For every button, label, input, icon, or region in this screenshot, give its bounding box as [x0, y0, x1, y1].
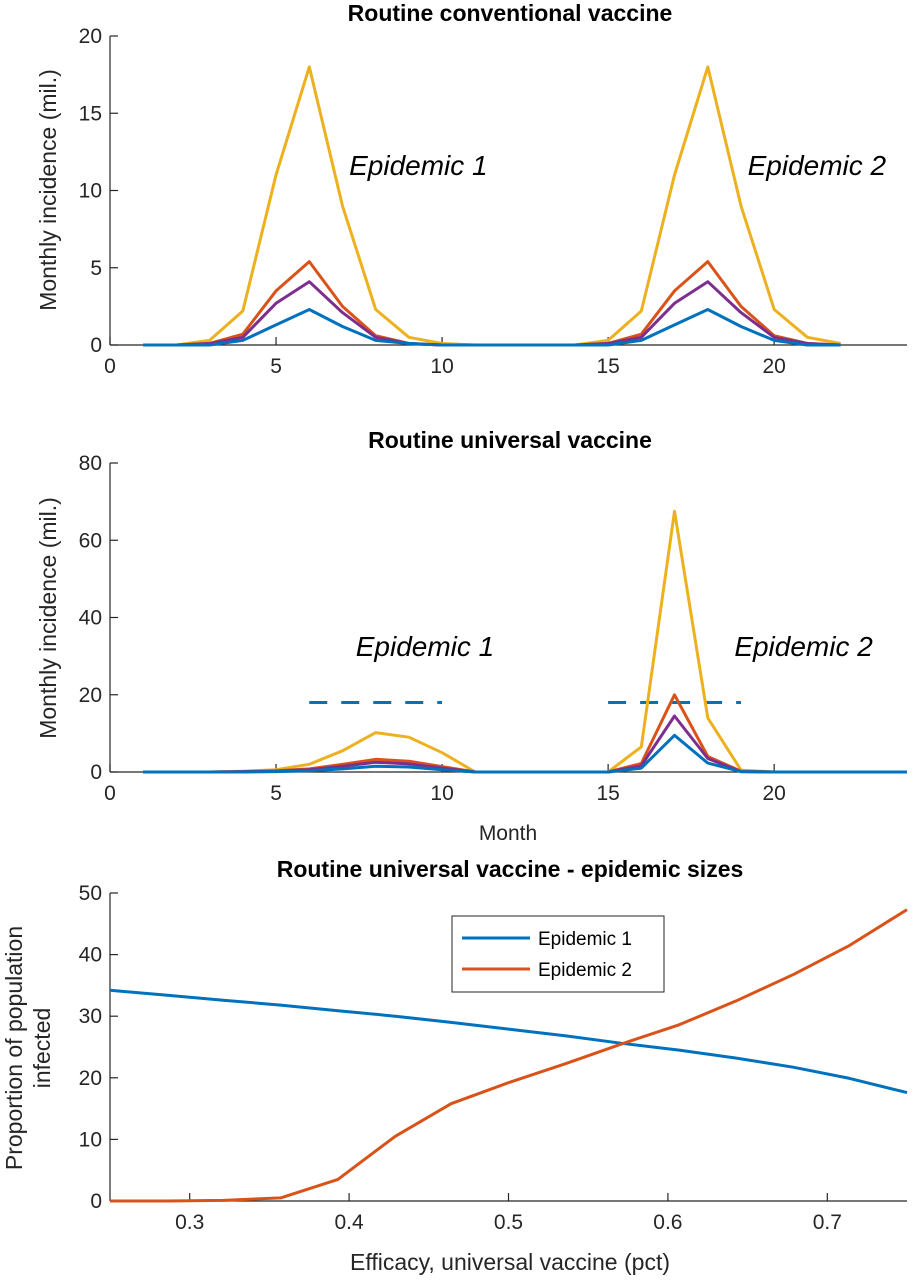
y-tick-label: 0	[90, 1190, 102, 1213]
y-tick-label: 50	[79, 882, 102, 905]
y-tick-label: 10	[79, 1128, 102, 1151]
y-axis-label-line-1: Proportion of population	[1, 926, 27, 1170]
y-tick-label: 10	[79, 180, 102, 203]
x-tick-label: 0.5	[494, 1211, 523, 1234]
series-line-epidemic-1	[109, 988, 908, 1095]
y-axis-label: Monthly incidence (mil.)	[35, 497, 61, 739]
axes: 0 5 10 15 20 0 5 10 15 20	[79, 25, 907, 378]
series-line-purple	[143, 714, 907, 774]
x-tick-label: 20	[762, 782, 785, 805]
series-line-yellow	[143, 65, 841, 347]
x-tick-label: 0	[104, 355, 116, 378]
panel-conventional: Routine conventional vaccine Monthly inc…	[35, 0, 907, 378]
x-tick-label: 0.4	[334, 1211, 364, 1234]
y-tick-label: 15	[79, 102, 102, 125]
y-tick-label: 20	[79, 684, 102, 707]
panel-epidemic-sizes: Routine universal vaccine - epidemic siz…	[1, 856, 908, 1275]
y-tick-label: 20	[79, 25, 102, 48]
x-tick-label: 10	[430, 782, 453, 805]
chart-title: Routine universal vaccine	[368, 427, 652, 453]
y-tick-label: 20	[79, 1067, 102, 1090]
axes: 0 20 40 60 80 0 5 10 15 20	[79, 452, 907, 805]
x-tick-label: 15	[596, 782, 619, 805]
legend: Epidemic 1 Epidemic 2	[451, 915, 665, 993]
y-tick-label: 0	[90, 334, 102, 357]
x-tick-label: 10	[430, 355, 453, 378]
y-tick-label: 30	[79, 1005, 102, 1028]
x-tick-label: 0.7	[813, 1211, 842, 1234]
panel-universal: Routine universal vaccine Monthly incide…	[35, 427, 907, 845]
annotation-label: Epidemic 1	[349, 150, 488, 181]
y-tick-label: 0	[90, 761, 102, 784]
x-tick-label: 0.6	[653, 1211, 682, 1234]
annotation-label: Epidemic 1	[356, 631, 495, 662]
series-line-blue	[143, 733, 907, 774]
x-tick-label: 5	[270, 782, 282, 805]
legend-label-epidemic-1: Epidemic 1	[538, 929, 632, 950]
x-tick-label: 0.3	[175, 1211, 204, 1234]
series-line-blue	[143, 308, 841, 347]
x-tick-label: 5	[270, 355, 282, 378]
y-tick-label: 40	[79, 607, 102, 630]
annotation-label: Epidemic 2	[734, 631, 873, 662]
series-line-epidemic-2	[110, 908, 908, 1203]
series-group	[143, 509, 907, 774]
y-tick-label: 60	[79, 529, 102, 552]
annotation-label: Epidemic 2	[748, 150, 887, 181]
y-tick-label: 80	[79, 452, 102, 475]
x-axis-label: Month	[479, 822, 537, 845]
legend-box	[451, 915, 665, 993]
chart-title: Routine universal vaccine - epidemic siz…	[277, 856, 744, 882]
x-tick-label: 20	[762, 355, 785, 378]
series-group	[109, 908, 908, 1203]
legend-label-epidemic-2: Epidemic 2	[538, 960, 632, 981]
annotations: Epidemic 1 Epidemic 2	[356, 631, 874, 662]
series-line-orange	[143, 693, 907, 774]
y-tick-label: 40	[79, 944, 102, 967]
series-group	[143, 65, 841, 347]
y-axis-label: Monthly incidence (mil.)	[35, 69, 61, 311]
x-axis-label: Efficacy, universal vaccine (pct)	[350, 1249, 670, 1275]
chart-title: Routine conventional vaccine	[348, 0, 673, 26]
annotations: Epidemic 1 Epidemic 2	[349, 150, 886, 181]
x-tick-label: 0	[104, 782, 116, 805]
x-tick-label: 15	[596, 355, 619, 378]
y-tick-label: 5	[90, 257, 102, 280]
y-axis-label-line-2: infected	[29, 1008, 55, 1089]
